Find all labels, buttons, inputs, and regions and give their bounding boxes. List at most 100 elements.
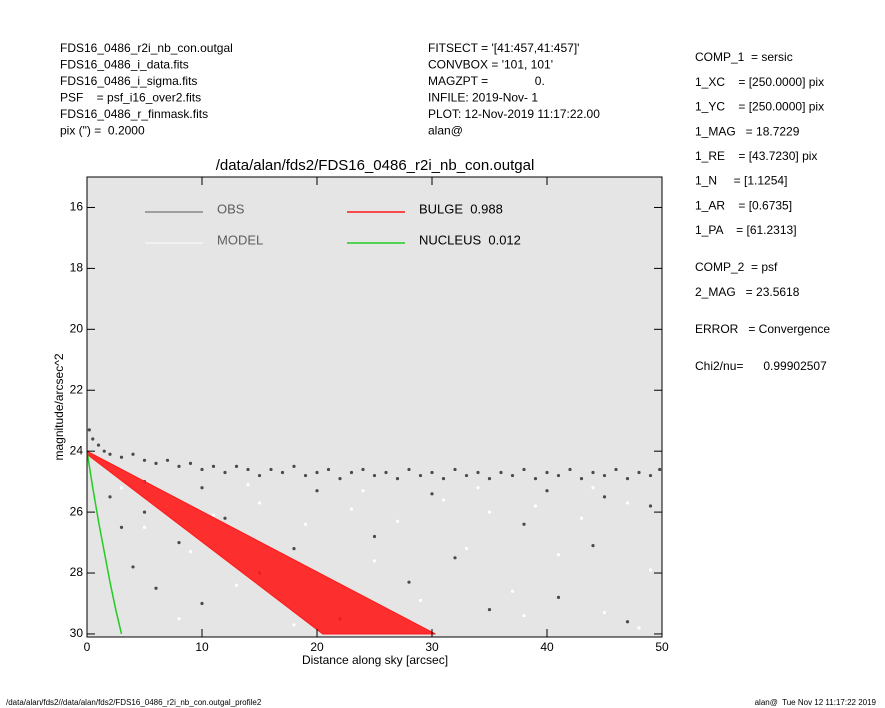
data-point xyxy=(269,467,273,472)
data-point xyxy=(591,544,595,548)
data-point xyxy=(568,467,572,472)
data-point xyxy=(372,473,377,478)
data-point xyxy=(131,565,135,569)
data-point xyxy=(154,586,158,590)
plot-frame xyxy=(86,176,663,638)
fit-parameter: ERROR = Convergence xyxy=(695,322,830,336)
data-point xyxy=(211,464,216,469)
data-point xyxy=(292,547,296,551)
data-point xyxy=(315,470,319,475)
y-tick-label: 18 xyxy=(70,261,84,275)
data-point xyxy=(361,467,365,472)
fit-parameter: 1_RE = [43.7230] pix xyxy=(695,149,817,163)
legend-label: OBS xyxy=(217,201,245,216)
data-point xyxy=(453,467,457,472)
data-point xyxy=(303,473,308,478)
header-line: pix (") = 0.2000 xyxy=(60,124,145,138)
data-point xyxy=(326,467,331,472)
fit-parameter: 1_N = [1.1254] xyxy=(695,174,787,188)
fit-parameter: COMP_2 = psf xyxy=(695,260,778,274)
data-point xyxy=(556,473,561,478)
data-point xyxy=(165,458,170,462)
data-point xyxy=(142,510,147,514)
data-point xyxy=(96,443,101,447)
data-point xyxy=(349,507,354,511)
header-line: FITSECT = '[41:457,41:457]' xyxy=(428,41,579,55)
data-point xyxy=(292,623,296,627)
header-line: INFILE: 2019-Nov- 1 xyxy=(428,91,538,105)
header-line: FDS16_0486_i_sigma.fits xyxy=(60,74,197,88)
data-point xyxy=(545,470,549,475)
data-point xyxy=(338,476,342,481)
data-point xyxy=(658,467,662,472)
footer-left: /data/alan/fds2//data/alan/fds2/FDS16_04… xyxy=(6,698,262,707)
fit-parameter: 1_YC = [250.0000] pix xyxy=(695,100,824,114)
y-tick-label: 26 xyxy=(70,504,84,518)
data-point xyxy=(280,470,285,475)
y-tick-label: 28 xyxy=(70,565,84,579)
data-point xyxy=(223,470,227,475)
data-point xyxy=(177,464,181,469)
data-point xyxy=(499,470,503,475)
data-point xyxy=(510,589,515,593)
data-point xyxy=(510,473,515,478)
fit-parameter: 1_XC = [250.0000] pix xyxy=(695,75,824,89)
data-point xyxy=(188,461,193,465)
data-point xyxy=(246,483,250,487)
fit-parameter: 2_MAG = 23.5618 xyxy=(695,285,800,299)
data-point xyxy=(476,486,480,490)
data-point xyxy=(87,428,91,432)
data-point xyxy=(648,504,653,508)
data-point xyxy=(522,467,526,472)
x-tick-label: 30 xyxy=(425,640,439,654)
data-point xyxy=(131,452,135,456)
data-point xyxy=(579,476,584,481)
y-axis-label: magnitude/arcsec^2 xyxy=(52,353,66,460)
data-point xyxy=(119,486,124,490)
header-line: PLOT: 12-Nov-2019 11:17:22.00 xyxy=(428,107,600,121)
data-point xyxy=(591,470,595,475)
chart-title: /data/alan/fds2/FDS16_0486_r2i_nb_con.ou… xyxy=(216,157,535,174)
data-point xyxy=(407,580,411,584)
data-point xyxy=(372,534,377,539)
legend-label: BULGE 0.988 xyxy=(419,201,503,216)
data-point xyxy=(102,449,106,453)
data-point xyxy=(476,470,480,475)
legend-label: MODEL xyxy=(217,232,263,247)
y-tick-label: 24 xyxy=(70,443,84,457)
x-axis-label: Distance along sky [arcsec] xyxy=(302,653,448,667)
x-tick-label: 20 xyxy=(310,640,324,654)
header-line: PSF = psf_i16_over2.fits xyxy=(60,91,201,105)
data-point xyxy=(395,519,400,523)
y-tick-label: 16 xyxy=(70,200,84,214)
model-line xyxy=(87,451,123,635)
data-point xyxy=(119,525,124,529)
data-point xyxy=(142,525,147,529)
data-point xyxy=(188,550,193,554)
data-point xyxy=(556,595,561,599)
data-point xyxy=(464,547,469,551)
data-point xyxy=(257,501,262,505)
header-line: MAGZPT = 0. xyxy=(428,74,545,88)
data-point xyxy=(579,516,584,520)
data-point xyxy=(384,470,388,475)
data-point xyxy=(602,495,607,499)
data-point xyxy=(522,614,526,618)
data-point xyxy=(418,598,423,603)
header-line: FDS16_0486_r_finmask.fits xyxy=(60,107,208,121)
data-point xyxy=(625,620,630,624)
legend-label: NUCLEUS 0.012 xyxy=(419,232,521,247)
data-point xyxy=(648,473,653,478)
fit-parameter: COMP_1 = sersic xyxy=(695,50,793,64)
data-point xyxy=(292,464,296,469)
data-point xyxy=(614,467,618,472)
data-point xyxy=(200,486,204,490)
data-point xyxy=(441,498,446,502)
fit-parameter: 1_MAG = 18.7229 xyxy=(695,124,800,138)
data-point xyxy=(556,553,561,557)
x-tick-label: 10 xyxy=(195,640,209,654)
data-point xyxy=(361,489,365,493)
data-point xyxy=(91,437,95,441)
data-point xyxy=(418,473,423,478)
